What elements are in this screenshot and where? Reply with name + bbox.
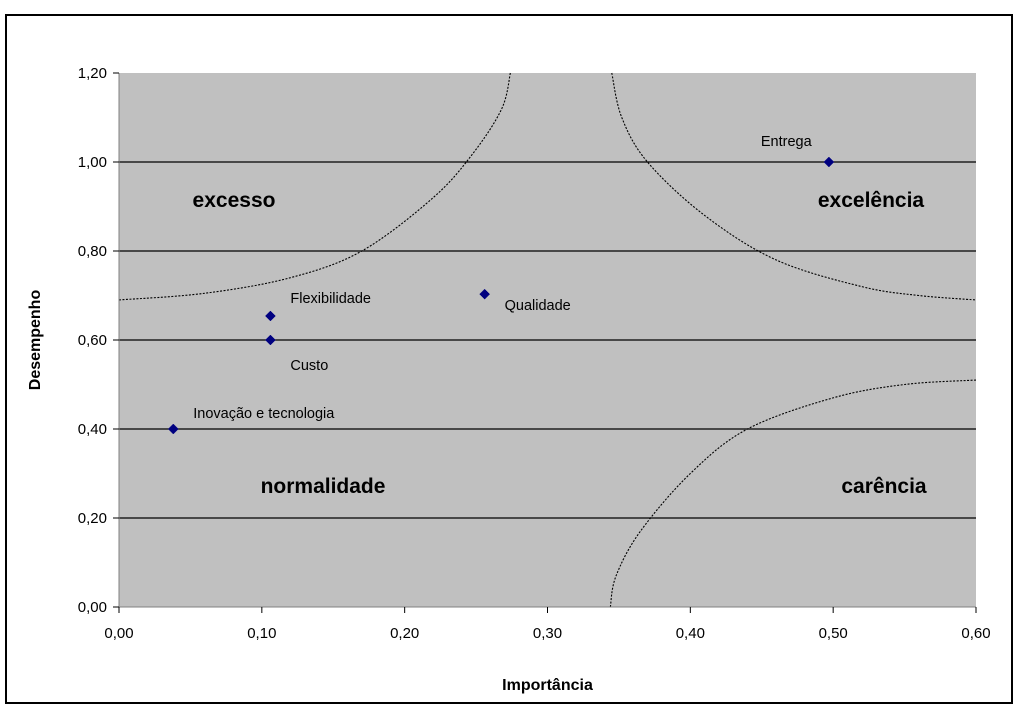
x-tick-label: 0,20 — [390, 625, 419, 642]
data-point — [265, 334, 276, 346]
data-point — [479, 288, 491, 300]
region-label-top-right: excelência — [818, 189, 925, 212]
excelencia-boundary — [611, 72, 977, 301]
y-tick-label: 0,80 — [78, 243, 107, 260]
y-tick-label: 0,20 — [78, 510, 107, 527]
data-point — [265, 310, 276, 322]
data-point-label: Inovação e tecnologia — [193, 406, 335, 422]
boundary-curves — [118, 72, 977, 608]
data-point-label: Qualidade — [505, 298, 571, 314]
y-tick-label: 1,20 — [78, 65, 107, 82]
x-tick-label: 0,00 — [104, 625, 133, 642]
region-label-top-left: excesso — [193, 189, 276, 212]
data-point-label: Flexibilidade — [290, 291, 371, 307]
x-tick-label: 0,60 — [961, 625, 990, 642]
data-point-label: Custo — [290, 358, 328, 374]
tick-labels: 0,00 0,20 0,40 0,60 0,80 1,00 1,20 0,00 0,10 0,20… — [78, 65, 991, 642]
x-tick-label: 0,30 — [533, 625, 562, 642]
region-label-bottom-right: carência — [841, 475, 927, 498]
y-tick-label: 0,00 — [78, 599, 107, 616]
y-tick-label: 0,60 — [78, 332, 107, 349]
data-point-label: Entrega — [761, 134, 813, 150]
data-point — [823, 156, 835, 168]
axes — [113, 72, 977, 613]
data-points: Entrega Qualidade Flexibilidade Custo Inovaç… — [167, 134, 835, 435]
region-label-bottom-left: normalidade — [261, 475, 386, 498]
region-labels: excesso excelência normalidade carência — [193, 189, 927, 498]
carencia-boundary — [609, 379, 977, 608]
x-axis-title: Importância — [502, 677, 593, 694]
y-tick-label: 1,00 — [78, 154, 107, 171]
y-axis-title: Desempenho — [27, 290, 44, 391]
data-point — [167, 423, 179, 435]
y-tick-label: 0,40 — [78, 421, 107, 438]
x-tick-label: 0,50 — [819, 625, 848, 642]
x-tick-label: 0,40 — [676, 625, 705, 642]
x-tick-label: 0,10 — [247, 625, 276, 642]
